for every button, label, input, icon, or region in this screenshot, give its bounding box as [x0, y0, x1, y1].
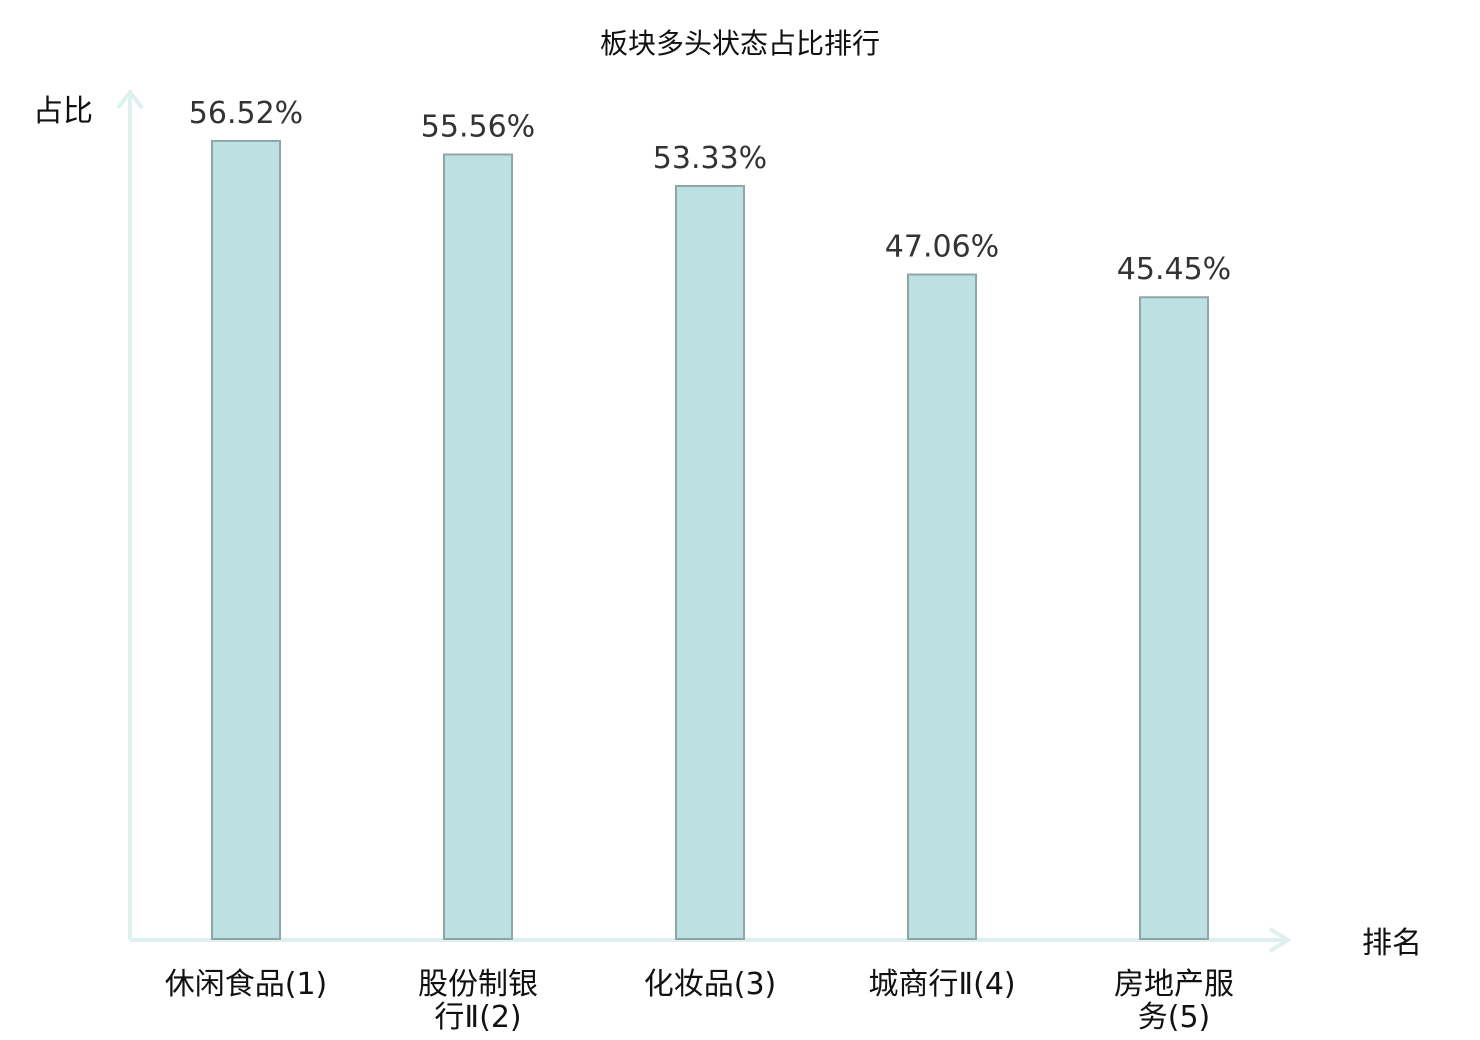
category-label-4: 城商行Ⅱ(4): [868, 967, 1015, 1002]
category-label-2-line-2: 行Ⅱ(2): [434, 1000, 521, 1035]
category-label-5: 房地产服务(5): [1114, 967, 1234, 1035]
value-label-3: 53.33%: [653, 141, 767, 176]
x-axis-title: 排名: [1362, 926, 1422, 961]
category-label-1: 休闲食品(1): [165, 967, 328, 1002]
bar-2: [443, 153, 513, 940]
bar-1: [211, 139, 281, 940]
category-label-3-line-1: 化妆品(3): [644, 967, 777, 1002]
value-label-5: 45.45%: [1117, 252, 1231, 287]
x-axis-arrow-icon: [1268, 927, 1292, 953]
y-axis-title: 占比: [33, 94, 93, 129]
value-label-4: 47.06%: [885, 230, 999, 265]
value-label-2: 55.56%: [421, 109, 535, 144]
category-label-2-line-1: 股份制银: [418, 967, 538, 1002]
category-label-3: 化妆品(3): [644, 967, 777, 1002]
category-label-4-line-1: 城商行Ⅱ(4): [868, 967, 1015, 1002]
category-label-2: 股份制银行Ⅱ(2): [418, 967, 538, 1035]
category-label-5-line-1: 房地产服: [1114, 967, 1234, 1002]
bar-4: [907, 273, 977, 940]
bars-group: [211, 139, 1209, 941]
y-axis-arrow-icon: [116, 88, 144, 110]
axes: [116, 88, 1292, 953]
category-label-1-line-1: 休闲食品(1): [165, 967, 328, 1002]
bar-5: [1139, 296, 1209, 941]
value-labels-group: 56.52% 55.56% 53.33% 47.06% 45.45%: [189, 96, 1231, 287]
category-labels-group: 休闲食品(1) 股份制银行Ⅱ(2) 化妆品(3) 城商行Ⅱ(4) 房地产服务(5): [165, 967, 1234, 1035]
chart-title: 板块多头状态占比排行: [600, 27, 880, 60]
value-label-1: 56.52%: [189, 96, 303, 131]
bar-3: [675, 184, 745, 940]
category-label-5-line-2: 务(5): [1138, 1000, 1211, 1035]
